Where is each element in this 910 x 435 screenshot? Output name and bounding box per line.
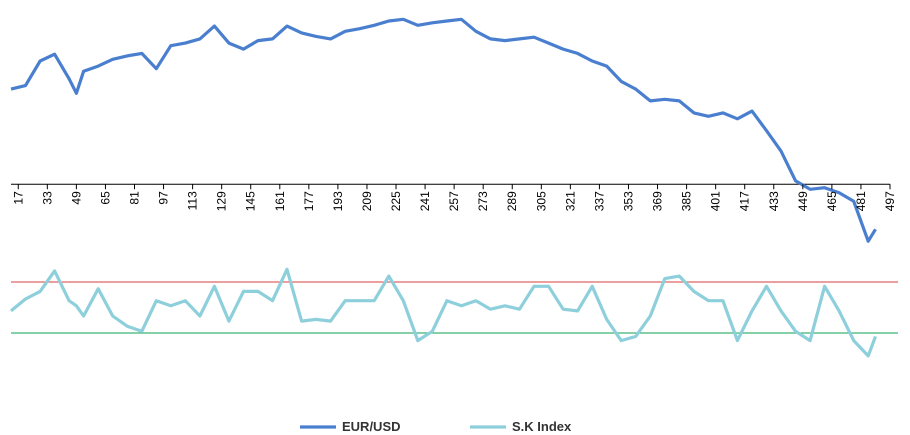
series-line — [10, 17, 877, 243]
x-tick-label: 289 — [505, 191, 519, 211]
x-tick-label: 433 — [767, 191, 781, 211]
x-tick-label: 129 — [215, 191, 229, 211]
x-tick-label: 273 — [476, 191, 490, 211]
x-tick-label: 97 — [157, 191, 171, 205]
x-tick-label: 49 — [69, 191, 83, 205]
x-tick-label: 65 — [98, 191, 112, 205]
x-tick-label: 385 — [680, 191, 694, 211]
x-tick-label: 449 — [796, 191, 810, 211]
x-tick-label: 177 — [302, 191, 316, 211]
x-tick-label: 257 — [447, 191, 461, 211]
x-tick-label: 241 — [418, 191, 432, 211]
x-tick-label: 193 — [331, 191, 345, 211]
x-tick-label: 353 — [621, 191, 635, 211]
x-tick-label: 321 — [563, 191, 577, 211]
x-tick-label: 33 — [40, 191, 54, 205]
legend-label: EUR/USD — [342, 419, 401, 434]
x-tick-label: 209 — [360, 191, 374, 211]
series-line — [9, 267, 877, 358]
x-tick-label: 81 — [127, 191, 141, 205]
x-tick-label: 465 — [825, 191, 839, 211]
x-tick-label: 401 — [709, 191, 723, 211]
x-tick-label: 225 — [389, 191, 403, 211]
x-tick-label: 161 — [273, 191, 287, 211]
legend-label: S.K Index — [512, 419, 572, 434]
x-tick-label: 369 — [651, 191, 665, 211]
x-tick-label: 17 — [11, 191, 25, 205]
x-tick-label: 481 — [854, 191, 868, 211]
x-tick-label: 417 — [738, 191, 752, 211]
x-tick-label: 305 — [534, 191, 548, 211]
x-tick-label: 145 — [244, 191, 258, 211]
x-tick-label: 113 — [186, 191, 200, 210]
x-tick-label: 337 — [592, 191, 606, 211]
x-tick-label: 497 — [883, 191, 897, 211]
